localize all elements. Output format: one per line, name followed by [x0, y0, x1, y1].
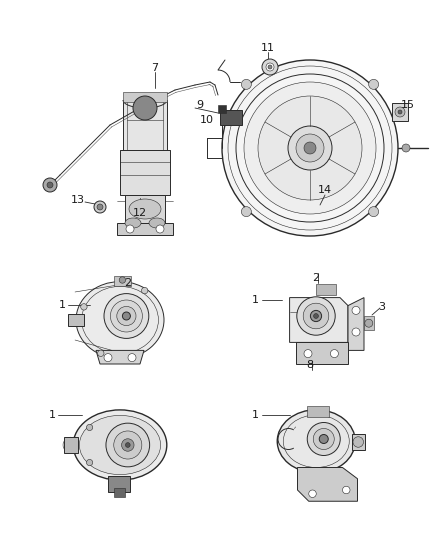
- Polygon shape: [96, 350, 144, 364]
- Circle shape: [86, 424, 93, 431]
- Text: 11: 11: [261, 43, 275, 53]
- Ellipse shape: [76, 281, 164, 358]
- Circle shape: [262, 59, 278, 75]
- Circle shape: [309, 490, 316, 497]
- Circle shape: [43, 178, 57, 192]
- Polygon shape: [297, 467, 357, 501]
- Circle shape: [47, 182, 53, 188]
- Circle shape: [222, 60, 398, 236]
- Circle shape: [304, 350, 312, 358]
- Bar: [120, 150, 170, 195]
- Circle shape: [110, 300, 142, 332]
- Circle shape: [244, 82, 376, 214]
- Circle shape: [117, 306, 136, 326]
- Circle shape: [128, 353, 136, 361]
- Bar: [114, 488, 125, 497]
- Circle shape: [402, 144, 410, 152]
- Circle shape: [303, 303, 329, 329]
- Text: 1: 1: [251, 295, 258, 305]
- Bar: [316, 284, 336, 295]
- Ellipse shape: [129, 199, 161, 219]
- Circle shape: [314, 313, 318, 318]
- Text: 9: 9: [196, 100, 204, 110]
- Circle shape: [125, 443, 130, 447]
- Bar: [125, 195, 165, 223]
- Ellipse shape: [277, 410, 355, 473]
- Circle shape: [297, 297, 335, 335]
- Polygon shape: [348, 297, 364, 350]
- Text: 8: 8: [307, 360, 314, 370]
- Circle shape: [343, 486, 350, 494]
- Circle shape: [369, 79, 378, 90]
- Circle shape: [97, 204, 103, 210]
- Text: 7: 7: [152, 63, 159, 73]
- Bar: [64, 437, 78, 453]
- Circle shape: [119, 277, 126, 283]
- Circle shape: [141, 287, 148, 294]
- Ellipse shape: [149, 218, 165, 228]
- Circle shape: [304, 142, 316, 154]
- Polygon shape: [296, 342, 348, 364]
- Circle shape: [311, 310, 321, 321]
- Circle shape: [86, 459, 93, 466]
- Text: 2: 2: [312, 273, 320, 283]
- Circle shape: [122, 439, 134, 451]
- Circle shape: [353, 437, 364, 447]
- Circle shape: [104, 294, 149, 338]
- Circle shape: [122, 312, 131, 320]
- Text: 14: 14: [318, 185, 332, 195]
- Circle shape: [104, 353, 112, 361]
- Circle shape: [133, 96, 157, 120]
- Ellipse shape: [79, 415, 161, 475]
- Polygon shape: [117, 223, 173, 235]
- Circle shape: [126, 225, 134, 233]
- Circle shape: [365, 319, 373, 327]
- Bar: [392, 103, 408, 121]
- Bar: [218, 105, 226, 113]
- Circle shape: [81, 304, 87, 310]
- Circle shape: [266, 63, 274, 71]
- Bar: [108, 476, 130, 492]
- Text: 12: 12: [133, 208, 147, 218]
- Bar: [352, 434, 365, 450]
- Circle shape: [352, 328, 360, 336]
- Text: 1: 1: [59, 300, 66, 310]
- Circle shape: [395, 107, 405, 117]
- Ellipse shape: [73, 410, 167, 480]
- Circle shape: [241, 207, 251, 216]
- Polygon shape: [290, 297, 348, 342]
- Circle shape: [330, 350, 339, 358]
- Circle shape: [114, 431, 142, 459]
- Bar: [220, 110, 242, 125]
- Circle shape: [398, 110, 402, 114]
- Circle shape: [106, 423, 150, 467]
- Bar: [113, 276, 131, 286]
- Circle shape: [241, 79, 251, 90]
- Ellipse shape: [125, 218, 141, 228]
- Circle shape: [313, 429, 334, 449]
- Circle shape: [319, 434, 328, 443]
- Circle shape: [268, 65, 272, 69]
- Circle shape: [98, 350, 104, 357]
- Bar: [307, 406, 329, 416]
- Bar: [123, 100, 167, 155]
- Circle shape: [296, 134, 324, 162]
- Circle shape: [307, 423, 340, 456]
- Bar: [123, 92, 167, 102]
- Bar: [364, 316, 374, 330]
- Text: 2: 2: [124, 278, 131, 288]
- Circle shape: [156, 225, 164, 233]
- Circle shape: [369, 207, 378, 216]
- Text: 10: 10: [200, 115, 214, 125]
- Circle shape: [258, 96, 362, 200]
- Text: 1: 1: [49, 410, 56, 420]
- Text: 1: 1: [251, 410, 258, 420]
- Circle shape: [288, 126, 332, 170]
- Text: 13: 13: [71, 195, 85, 205]
- Text: 3: 3: [378, 302, 385, 312]
- Circle shape: [352, 306, 360, 314]
- Text: 15: 15: [401, 100, 415, 110]
- Circle shape: [94, 201, 106, 213]
- Bar: [68, 313, 84, 326]
